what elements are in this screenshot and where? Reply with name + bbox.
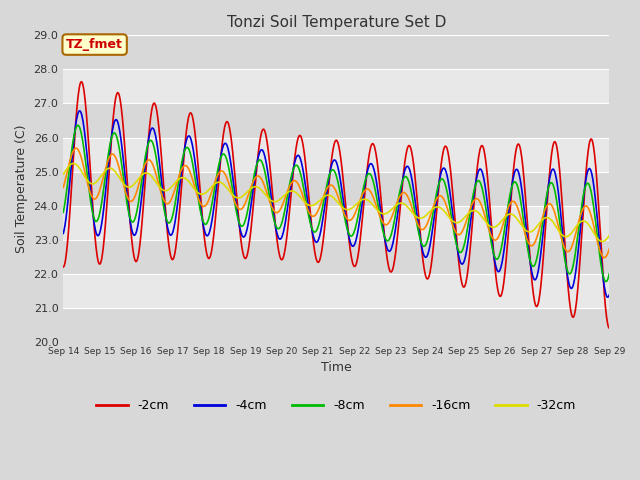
-4cm (76, 108, 84, 114)
-32cm (605, 233, 613, 239)
Text: TZ_fmet: TZ_fmet (66, 38, 123, 51)
-8cm (74, 122, 82, 128)
-32cm (60, 171, 67, 177)
-2cm (301, 151, 308, 156)
-4cm (116, 127, 124, 133)
Bar (63, 104, 609, 138)
Bar (63, 138, 609, 171)
Y-axis label: Soil Temperature (C): Soil Temperature (C) (15, 124, 28, 253)
-4cm (60, 230, 67, 236)
-16cm (72, 145, 80, 151)
-32cm (281, 192, 289, 198)
-16cm (600, 255, 608, 261)
-32cm (598, 239, 606, 244)
Line: -4cm: -4cm (63, 111, 609, 297)
Line: -32cm: -32cm (63, 163, 609, 241)
-8cm (435, 181, 443, 187)
-16cm (116, 167, 124, 172)
-2cm (435, 184, 443, 190)
-16cm (60, 185, 67, 191)
-4cm (301, 175, 308, 181)
-16cm (495, 232, 503, 238)
-32cm (116, 175, 124, 181)
Line: -8cm: -8cm (63, 125, 609, 282)
-16cm (301, 197, 308, 203)
Line: -2cm: -2cm (63, 82, 609, 328)
-32cm (486, 223, 493, 229)
Bar (63, 274, 609, 308)
Legend: -2cm, -4cm, -8cm, -16cm, -32cm: -2cm, -4cm, -8cm, -16cm, -32cm (92, 394, 581, 417)
X-axis label: Time: Time (321, 361, 351, 374)
-16cm (486, 229, 493, 235)
Bar (63, 308, 609, 342)
-2cm (486, 199, 493, 204)
-8cm (602, 279, 610, 285)
-16cm (605, 246, 613, 252)
-8cm (60, 209, 67, 215)
Bar (63, 171, 609, 205)
-4cm (486, 219, 493, 225)
-8cm (495, 252, 503, 258)
-2cm (116, 94, 124, 100)
-4cm (281, 223, 289, 229)
-4cm (605, 292, 613, 298)
-2cm (60, 264, 67, 270)
-8cm (116, 147, 124, 153)
Bar (63, 36, 609, 70)
Bar (63, 240, 609, 274)
Title: Tonzi Soil Temperature Set D: Tonzi Soil Temperature Set D (227, 15, 446, 30)
-32cm (301, 199, 308, 204)
-32cm (435, 204, 443, 210)
-4cm (604, 294, 611, 300)
-32cm (495, 220, 503, 226)
-2cm (281, 249, 289, 255)
Line: -16cm: -16cm (63, 148, 609, 258)
-16cm (281, 196, 289, 202)
-4cm (495, 268, 503, 274)
-8cm (486, 230, 493, 236)
-2cm (495, 293, 503, 299)
-32cm (70, 160, 77, 166)
-8cm (605, 271, 613, 276)
Bar (63, 70, 609, 104)
Bar (63, 205, 609, 240)
-8cm (301, 189, 308, 195)
-2cm (77, 79, 85, 84)
-8cm (281, 208, 289, 214)
-2cm (605, 325, 613, 331)
-4cm (435, 181, 443, 187)
-16cm (435, 193, 443, 199)
